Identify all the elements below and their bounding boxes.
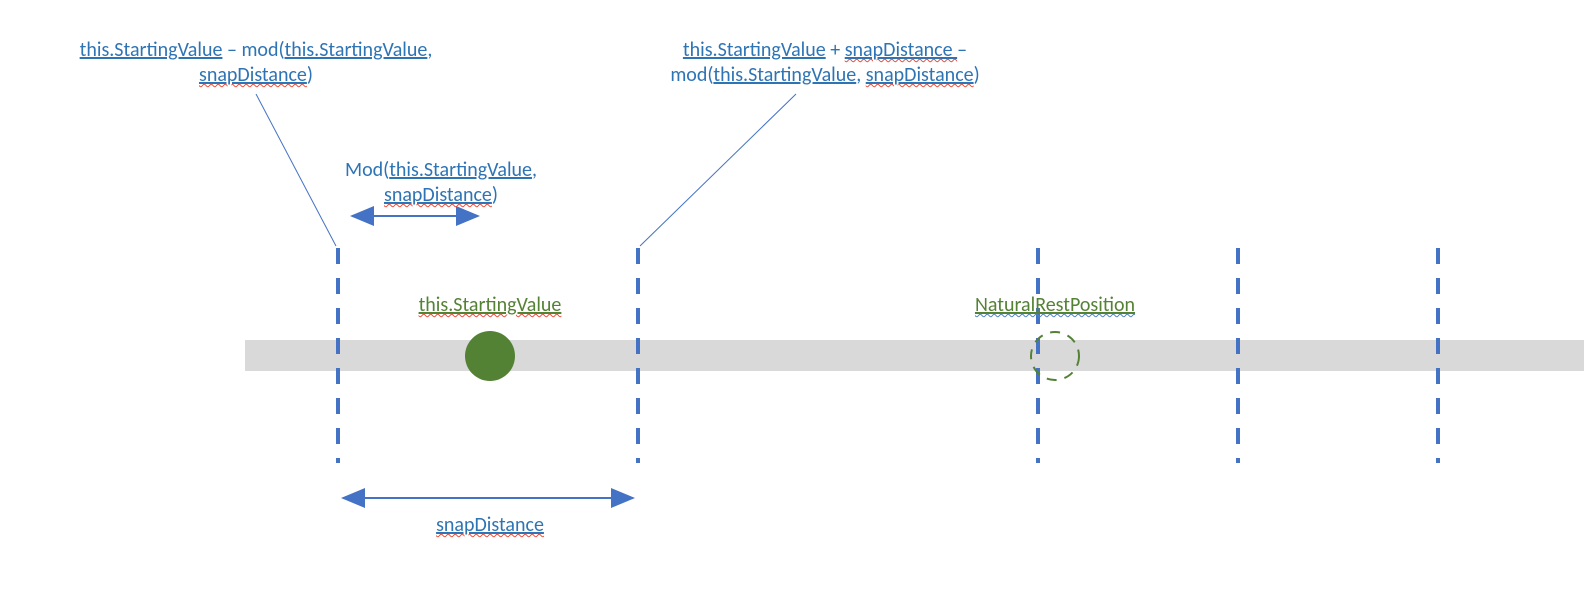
diagram-canvas	[0, 0, 1584, 597]
starting-value-marker	[465, 331, 515, 381]
track-bar	[245, 340, 1584, 371]
leader-line-right	[640, 94, 796, 246]
natural-rest-label: NaturalRestPosition	[920, 293, 1190, 318]
formula-lower-snap-label: this.StartingValue – mod(this.StartingVa…	[26, 38, 486, 88]
formula-upper-snap-label: this.StartingValue + snapDistance –mod(t…	[610, 38, 1040, 88]
starting-value-label: this.StartingValue	[380, 293, 600, 318]
mod-distance-label: Mod(this.StartingValue,snapDistance)	[296, 158, 586, 208]
snap-distance-label: snapDistance	[390, 513, 590, 538]
